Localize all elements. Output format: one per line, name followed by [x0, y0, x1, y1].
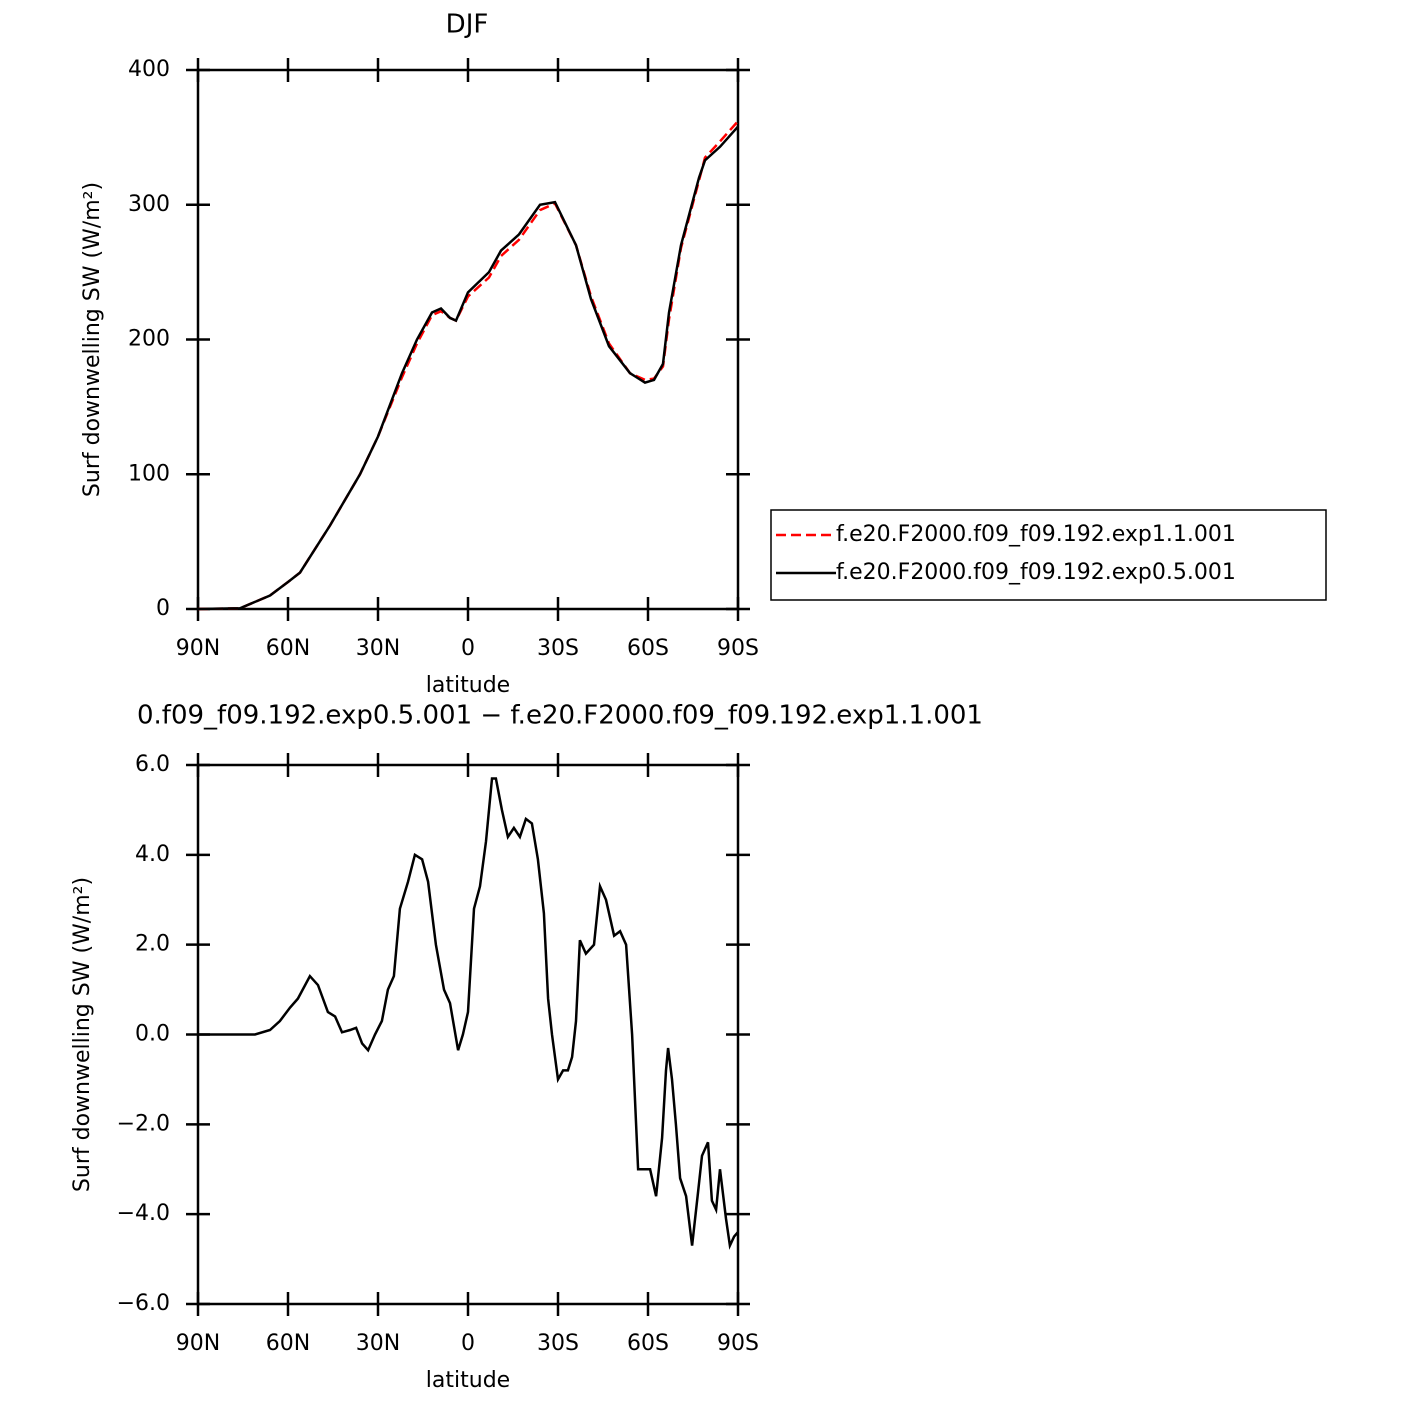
- y-tick-label: 100: [128, 461, 170, 486]
- x-tick-label: 90N: [176, 1331, 220, 1356]
- y-tick-label: 200: [128, 327, 170, 352]
- plot-frame: [196, 68, 740, 611]
- y-axis-label: Surf downwelling SW (W/m²): [70, 877, 95, 1192]
- legend-label: f.e20.F2000.f09_f09.192.exp0.5.001: [836, 560, 1236, 585]
- y-tick-label: −4.0: [117, 1201, 170, 1226]
- chart-title: DJF: [446, 10, 489, 40]
- x-tick-label: 90S: [717, 636, 759, 661]
- y-tick-label: 300: [128, 192, 170, 217]
- plot-frame: [196, 763, 740, 1306]
- x-tick-label: 30N: [356, 636, 400, 661]
- x-tick-label: 0: [461, 636, 475, 661]
- x-tick-label: 30S: [537, 636, 579, 661]
- data-line: [197, 125, 739, 611]
- y-tick-label: −2.0: [117, 1111, 170, 1136]
- x-tick-label: 30S: [537, 1331, 579, 1356]
- chart-title: 0.f09_f09.192.exp0.5.001 − f.e20.F2000.f…: [137, 701, 983, 731]
- y-tick-label: 400: [128, 57, 170, 82]
- x-tick-label: 30N: [356, 1331, 400, 1356]
- y-axis-label: Surf downwelling SW (W/m²): [80, 182, 105, 497]
- y-tick-label: 0.0: [135, 1022, 170, 1047]
- legend-label: f.e20.F2000.f09_f09.192.exp1.1.001: [836, 522, 1236, 547]
- data-line: [198, 777, 739, 1250]
- y-tick-label: 0: [156, 596, 170, 621]
- y-tick-label: 2.0: [135, 932, 170, 957]
- y-tick-label: 4.0: [135, 842, 170, 867]
- x-tick-label: 60S: [627, 1331, 669, 1356]
- x-tick-label: 90N: [176, 636, 220, 661]
- x-tick-label: 0: [461, 1331, 475, 1356]
- data-line: [197, 120, 739, 611]
- y-tick-label: 6.0: [135, 752, 170, 777]
- y-tick-label: −6.0: [117, 1291, 170, 1316]
- x-tick-label: 60N: [266, 636, 310, 661]
- legend-box: [770, 509, 1327, 601]
- x-tick-label: 60N: [266, 1331, 310, 1356]
- x-axis-label: latitude: [426, 1368, 510, 1393]
- x-axis-label: latitude: [426, 673, 510, 698]
- x-tick-label: 60S: [627, 636, 669, 661]
- x-tick-label: 90S: [717, 1331, 759, 1356]
